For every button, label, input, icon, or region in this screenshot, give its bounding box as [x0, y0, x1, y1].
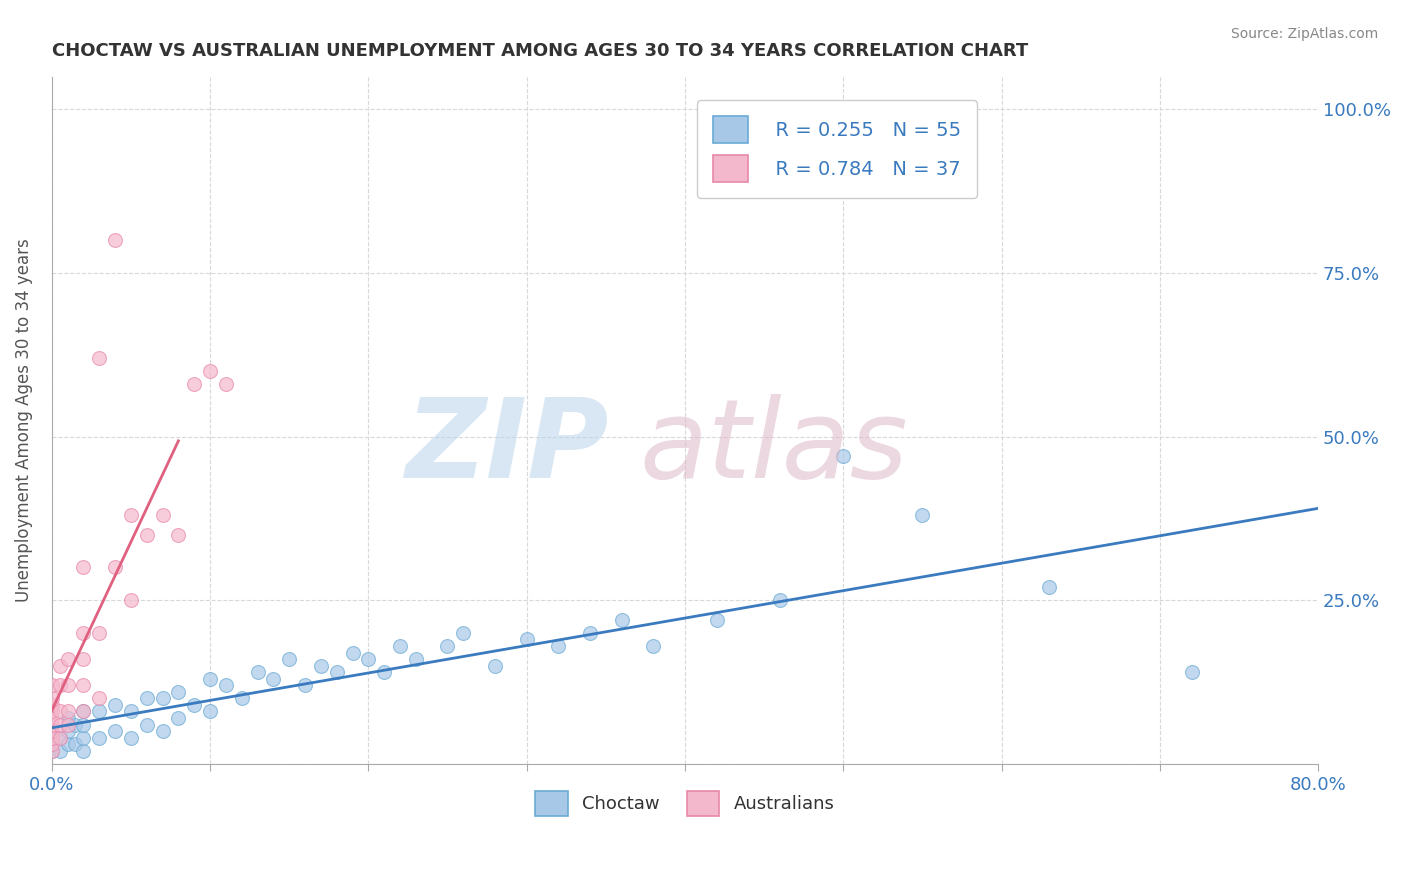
Point [48, 717, 70, 731]
Point [120, 705, 142, 719]
Point [1180, 665, 1202, 680]
Point [48, 658, 70, 673]
Point [135, 717, 157, 731]
Point [453, 626, 475, 640]
Point [246, 665, 269, 680]
Point [215, 678, 238, 692]
Point [89, 731, 111, 745]
Point [72, 560, 94, 574]
Point [41, 744, 63, 758]
Point [41, 711, 63, 725]
Point [120, 731, 142, 745]
Point [48, 731, 70, 745]
Point [231, 691, 253, 706]
Point [41, 731, 63, 745]
Point [152, 508, 174, 522]
Point [579, 626, 602, 640]
Point [215, 377, 238, 392]
Point [547, 639, 569, 653]
Point [41, 691, 63, 706]
Text: CHOCTAW VS AUSTRALIAN UNEMPLOYMENT AMONG AGES 30 TO 34 YEARS CORRELATION CHART: CHOCTAW VS AUSTRALIAN UNEMPLOYMENT AMONG… [52, 42, 1028, 60]
Point [41, 705, 63, 719]
Point [65, 737, 87, 751]
Point [135, 527, 157, 541]
Point [104, 698, 127, 712]
Legend: Choctaw, Australians: Choctaw, Australians [529, 783, 842, 823]
Point [198, 364, 221, 378]
Point [152, 724, 174, 739]
Point [41, 678, 63, 692]
Point [56, 705, 79, 719]
Point [65, 717, 87, 731]
Point [610, 613, 633, 627]
Point [262, 672, 284, 686]
Point [643, 639, 665, 653]
Point [56, 652, 79, 666]
Point [41, 717, 63, 731]
Point [436, 639, 458, 653]
Point [373, 665, 395, 680]
Point [167, 527, 190, 541]
Point [41, 731, 63, 745]
Point [72, 717, 94, 731]
Point [769, 593, 792, 607]
Point [104, 233, 127, 247]
Point [48, 678, 70, 692]
Point [911, 508, 934, 522]
Point [56, 724, 79, 739]
Point [56, 711, 79, 725]
Point [183, 698, 205, 712]
Point [89, 351, 111, 365]
Point [72, 626, 94, 640]
Point [48, 731, 70, 745]
Point [516, 632, 538, 647]
Point [89, 705, 111, 719]
Point [152, 691, 174, 706]
Point [104, 560, 127, 574]
Point [309, 658, 332, 673]
Point [167, 711, 190, 725]
Point [48, 744, 70, 758]
Point [56, 678, 79, 692]
Point [135, 691, 157, 706]
Point [198, 705, 221, 719]
Point [183, 377, 205, 392]
Point [48, 705, 70, 719]
Point [72, 652, 94, 666]
Point [41, 724, 63, 739]
Point [72, 744, 94, 758]
Point [41, 737, 63, 751]
Point [278, 652, 301, 666]
Point [357, 652, 380, 666]
Point [72, 678, 94, 692]
Point [89, 626, 111, 640]
Text: atlas: atlas [640, 394, 908, 501]
Point [72, 705, 94, 719]
Point [1038, 580, 1060, 594]
Text: ZIP: ZIP [405, 394, 609, 501]
Point [342, 646, 364, 660]
Point [405, 652, 427, 666]
Point [388, 639, 411, 653]
Point [325, 665, 347, 680]
Point [120, 593, 142, 607]
Y-axis label: Unemployment Among Ages 30 to 34 years: Unemployment Among Ages 30 to 34 years [15, 238, 32, 602]
Point [56, 737, 79, 751]
Text: Source: ZipAtlas.com: Source: ZipAtlas.com [1230, 27, 1378, 41]
Point [120, 508, 142, 522]
Point [104, 724, 127, 739]
Point [72, 705, 94, 719]
Point [198, 672, 221, 686]
Point [706, 613, 728, 627]
Point [167, 685, 190, 699]
Point [41, 698, 63, 712]
Point [56, 717, 79, 731]
Point [41, 744, 63, 758]
Point [832, 449, 855, 463]
Point [72, 731, 94, 745]
Point [484, 658, 506, 673]
Point [89, 691, 111, 706]
Point [294, 678, 316, 692]
